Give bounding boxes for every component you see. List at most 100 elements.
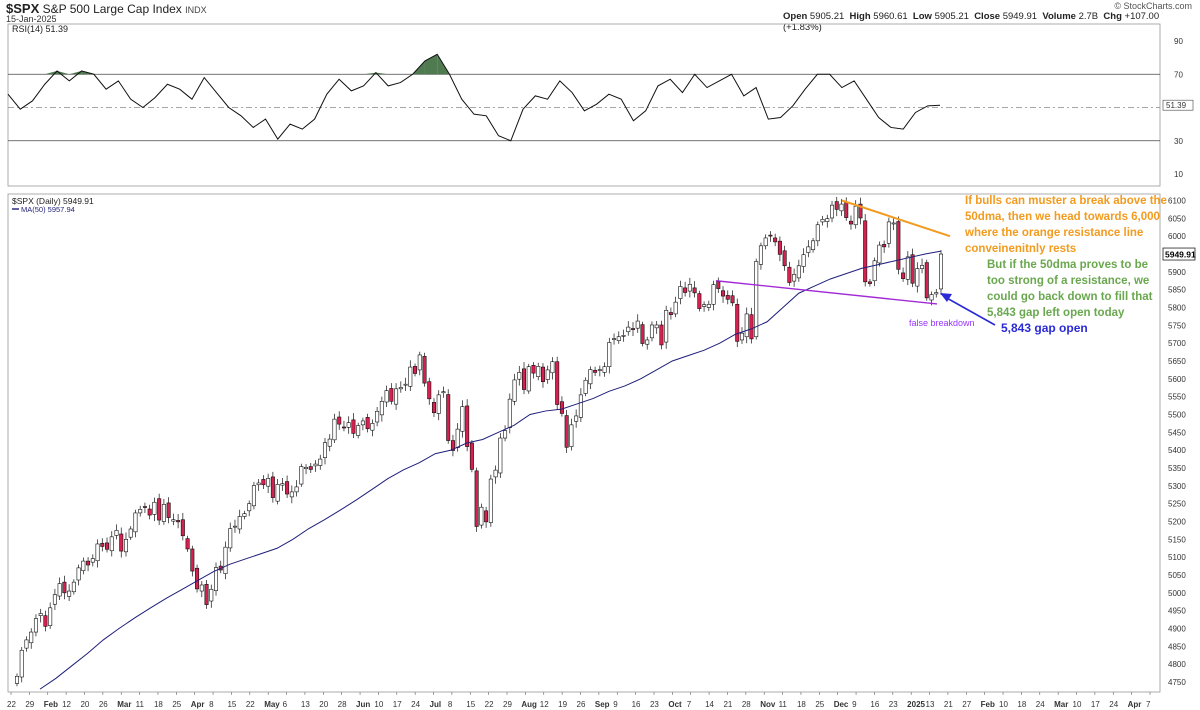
candle-body bbox=[758, 245, 763, 265]
x-tick-label: 27 bbox=[962, 700, 971, 709]
price-tick-label: 5700 bbox=[1168, 339, 1186, 348]
candle-body bbox=[90, 558, 95, 563]
candle-body bbox=[730, 295, 735, 304]
x-tick-label: Apr bbox=[1128, 700, 1142, 709]
candle-body bbox=[370, 423, 375, 431]
candle-body bbox=[938, 253, 943, 290]
candle-body bbox=[247, 503, 252, 512]
candle-body bbox=[787, 266, 792, 283]
candle-body bbox=[109, 536, 114, 552]
x-tick-label: Mar bbox=[1054, 700, 1068, 709]
candle-body bbox=[86, 560, 91, 566]
candle-body bbox=[95, 543, 100, 562]
candle-body bbox=[711, 284, 716, 305]
candle-body bbox=[199, 584, 204, 592]
ma50-line bbox=[39, 250, 942, 690]
candle-body bbox=[526, 366, 531, 392]
candle-body bbox=[52, 594, 57, 605]
rsi-tick-label: 70 bbox=[1174, 70, 1183, 79]
rsi-tick-label: 10 bbox=[1174, 170, 1183, 179]
candle-body bbox=[171, 519, 176, 522]
candle-body bbox=[465, 405, 470, 447]
candle-body bbox=[394, 388, 399, 405]
annotation-orange: If bulls can muster a break above the 50… bbox=[965, 195, 1167, 255]
candle-body bbox=[299, 466, 304, 485]
candle-body bbox=[583, 379, 588, 394]
candle-body bbox=[796, 265, 801, 279]
last-price-tag-text: 5949.91 bbox=[1165, 250, 1196, 260]
candle-body bbox=[422, 356, 427, 384]
candle-body bbox=[180, 519, 185, 537]
candle-body bbox=[142, 506, 147, 508]
candle-body bbox=[379, 401, 384, 416]
candle-body bbox=[81, 560, 86, 572]
candle-body bbox=[100, 542, 105, 547]
candle-body bbox=[773, 237, 778, 243]
candle-body bbox=[256, 482, 261, 486]
x-tick-label: 24 bbox=[411, 700, 420, 709]
candle-body bbox=[839, 203, 844, 212]
price-tick-label: 5800 bbox=[1168, 304, 1186, 313]
candle-body bbox=[446, 394, 451, 441]
candle-body bbox=[166, 502, 171, 518]
candle-body bbox=[934, 292, 939, 295]
candle-body bbox=[588, 369, 593, 385]
candle-body bbox=[484, 510, 489, 523]
candle-body bbox=[540, 366, 545, 382]
chart-date: 15-Jan-2025 bbox=[6, 14, 57, 24]
candle-body bbox=[901, 272, 906, 279]
candle-body bbox=[223, 546, 228, 574]
candle-body bbox=[76, 567, 81, 581]
candle-body bbox=[640, 324, 645, 344]
candle-body bbox=[24, 639, 29, 649]
candle-body bbox=[322, 442, 327, 458]
candle-body bbox=[313, 463, 318, 467]
candle-body bbox=[768, 234, 773, 237]
x-tick-label: Dec bbox=[834, 700, 849, 709]
candle-body bbox=[327, 438, 332, 447]
candle-body bbox=[152, 501, 157, 515]
candle-body bbox=[232, 525, 237, 528]
candle-body bbox=[612, 338, 617, 340]
candle-body bbox=[270, 476, 275, 498]
x-tick-label: 10 bbox=[374, 700, 383, 709]
candle-body bbox=[692, 287, 697, 294]
candle-body bbox=[488, 478, 493, 523]
x-tick-label: 29 bbox=[25, 700, 34, 709]
candle-body bbox=[436, 394, 441, 414]
x-tick-label: Sep bbox=[595, 700, 610, 709]
candle-body bbox=[853, 205, 858, 226]
candle-body bbox=[289, 491, 294, 498]
price-tick-label: 4800 bbox=[1168, 660, 1186, 669]
price-tick-label: 5150 bbox=[1168, 535, 1186, 544]
candle-body bbox=[157, 498, 162, 521]
x-tick-label: 8 bbox=[209, 700, 214, 709]
blue-arrow-shaft bbox=[944, 296, 996, 326]
price-tick-label: 5100 bbox=[1168, 553, 1186, 562]
candle-body bbox=[621, 335, 626, 337]
candle-body bbox=[417, 354, 422, 371]
x-tick-label: 21 bbox=[944, 700, 953, 709]
candle-body bbox=[574, 415, 579, 422]
candle-body bbox=[294, 486, 299, 493]
x-tick-label: 29 bbox=[503, 700, 512, 709]
candle-body bbox=[806, 246, 811, 253]
price-tick-label: 5050 bbox=[1168, 571, 1186, 580]
x-tick-label: 12 bbox=[540, 700, 549, 709]
x-tick-label: 19 bbox=[558, 700, 567, 709]
x-tick-label: Jul bbox=[430, 700, 442, 709]
x-tick-label: 25 bbox=[815, 700, 824, 709]
price-tick-label: 5650 bbox=[1168, 357, 1186, 366]
candle-body bbox=[431, 402, 436, 414]
x-tick-label: 13 bbox=[301, 700, 310, 709]
price-tick-label: 5400 bbox=[1168, 446, 1186, 455]
x-tick-label: 16 bbox=[632, 700, 641, 709]
candle-body bbox=[848, 220, 853, 225]
candle-body bbox=[128, 528, 133, 538]
x-tick-label: Oct bbox=[668, 700, 682, 709]
exchange: INDX bbox=[185, 5, 207, 15]
candle-body bbox=[578, 394, 583, 418]
candle-body bbox=[450, 440, 455, 451]
candle-body bbox=[522, 368, 527, 390]
x-tick-label: 10 bbox=[999, 700, 1008, 709]
